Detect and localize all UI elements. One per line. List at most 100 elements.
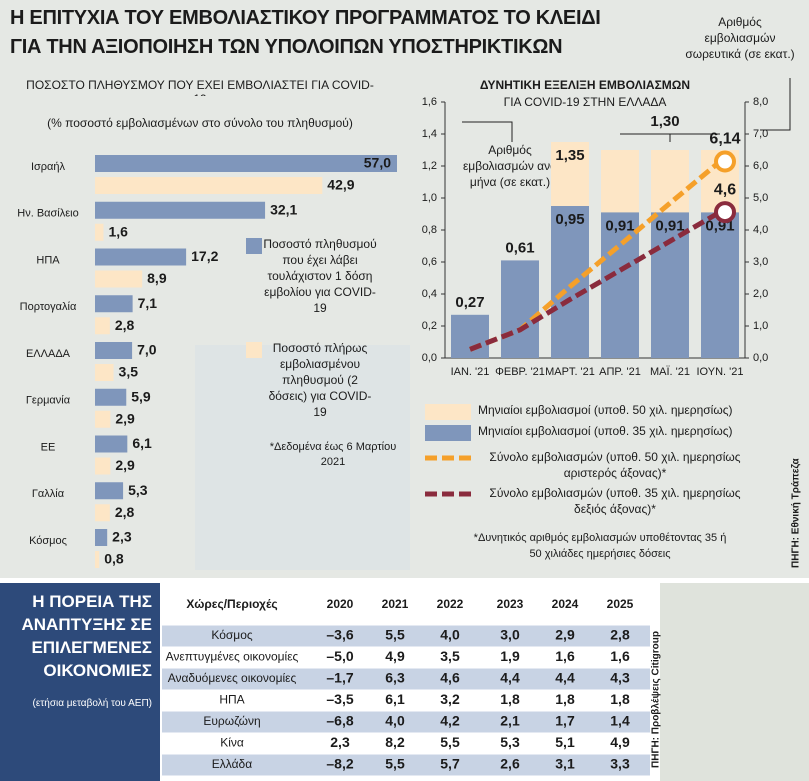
table-header: 2024: [552, 597, 579, 611]
legend-swatch: [425, 404, 471, 420]
table-cell: 5,5: [385, 627, 405, 643]
value-label: 7,1: [138, 295, 158, 311]
table-cell: 3,0: [500, 627, 520, 643]
value-label: 3,5: [119, 364, 139, 380]
value-label: 0,27: [455, 294, 484, 311]
bar: [95, 482, 124, 500]
bar: [451, 314, 489, 358]
legend-label-box: Μηνιαίοι εμβολιασμοί (υποθ. 50 χιλ. ημερ…: [478, 403, 733, 417]
value-label: 0,91: [605, 217, 634, 234]
table-cell: 5,3: [500, 734, 520, 750]
legend-swatch: [246, 342, 262, 358]
y2-tick-label: 0,0: [753, 352, 768, 364]
y-tick-label: 1,6: [422, 96, 437, 108]
bar: [95, 457, 111, 475]
legend-label-box: Μηνιαίοι εμβολιασμοί (υποθ. 35 χιλ. ημερ…: [478, 424, 733, 438]
table-cell: 2,3: [330, 734, 350, 750]
doctor-photo-area: [195, 345, 410, 570]
x-tick-label: ΜΑΡΤ. '21: [545, 366, 595, 378]
label-bracket: [620, 133, 720, 142]
y-tick-label: 1,2: [422, 160, 437, 172]
table-cell: 8,2: [385, 734, 405, 750]
y2-axis-label-box: Αριθμός εμβολιασμών σωρευτικά (σε εκατ.): [685, 15, 794, 61]
bar: [95, 342, 133, 359]
y2-tick-label: 4,0: [753, 224, 768, 236]
y2-tick-label: 6,0: [753, 160, 768, 172]
table-cell: 5,5: [385, 756, 405, 772]
bar: [95, 529, 108, 546]
table-cell: ΗΠΑ: [219, 693, 244, 707]
table-cell: 1,6: [610, 648, 630, 664]
table-title: Η ΠΟΡΕΙΑ ΤΗΣ ΑΝΑΠΤΥΞΗΣ ΣΕ ΕΠΙΛΕΓΜΕΝΕΣ ΟΙ…: [21, 592, 152, 680]
table-row: [162, 711, 650, 733]
y-tick-label: 0,2: [422, 320, 437, 332]
main-title-box: Η ΕΠΙΤΥΧΙΑ ΤΟΥ ΕΜΒΟΛΙΑΣΤΙΚΟΥ ΠΡΟΓΡΑΜΜΑΤΟ…: [10, 7, 601, 68]
chart-title-box: ΔΥΝΗΤΙΚΗ ΕΞΕΛΙΞΗ ΕΜΒΟΛΙΑΣΜΩΝ: [479, 78, 691, 92]
table-cell: 4,0: [440, 627, 460, 643]
value-label: 6,1: [132, 435, 152, 451]
value-label: 6,14: [709, 131, 740, 148]
table-cell: 1,4: [610, 713, 630, 729]
end-marker: [714, 201, 736, 224]
table-cell: Ελλάδα: [212, 757, 252, 771]
table-row: [162, 733, 650, 754]
chart-subtitle-box: ΠΟΣΟΣΤΟ ΠΛΗΘΥΣΜΟΥ ΠΟΥ ΕΧΕΙ ΕΜΒΟΛΙΑΣΤΕΙ Γ…: [26, 78, 374, 96]
table-cell: 4,4: [555, 670, 575, 686]
table-cell: 3,2: [440, 691, 460, 707]
table-cell: 6,1: [385, 691, 405, 707]
y-tick-label: 1,4: [422, 128, 437, 140]
legend-label: Ποσοστό πληθυσμού που έχει λάβει τουλάχι…: [263, 237, 377, 315]
value-label: 17,2: [191, 248, 218, 264]
table-cell: –5,0: [326, 648, 353, 664]
value-label: 0,8: [104, 551, 124, 567]
annotation-arrow: [760, 78, 791, 131]
y2-tick-label: 2,0: [753, 288, 768, 300]
category-label: Γερμανία: [26, 395, 71, 407]
bar: [95, 504, 110, 522]
value-label: 8,9: [147, 270, 167, 286]
bar: [95, 435, 128, 453]
coins-photo-area: [660, 583, 809, 781]
chart-note: *Δεδομένα έως 6 Μαρτίου 2021: [269, 441, 397, 468]
y-axis-label-box: Αριθμός εμβολιασμών ανά μήνα (σε εκατ.): [463, 143, 557, 189]
value-label: 7,0: [137, 342, 157, 358]
value-label: 1,35: [555, 147, 584, 164]
legend-label-box: Ποσοστό πληθυσμού που έχει λάβει τουλάχι…: [263, 237, 377, 315]
legend-label-box: Σύνολο εμβολιασμών (υποθ. 50 χιλ. ημερησ…: [489, 450, 740, 480]
chart-unit-note: (% ποσοστό εμβολιασμένων στο σύνολο του …: [47, 116, 353, 130]
y-tick-label: 0,6: [422, 256, 437, 268]
category-label: Γαλλία: [32, 488, 65, 500]
table-cell: 4,0: [385, 713, 405, 729]
y2-tick-label: 7,0: [753, 128, 768, 140]
value-label: 0,95: [555, 211, 584, 228]
table-cell: 4,4: [500, 670, 520, 686]
x-tick-label: ΙΟΥΝ. '21: [697, 366, 744, 378]
legend-label: Μηνιαίοι εμβολιασμοί (υποθ. 35 χιλ. ημερ…: [478, 424, 733, 438]
table-cell: 5,1: [555, 734, 575, 750]
table-cell: 4,3: [610, 670, 630, 686]
legend-label: Ποσοστό πλήρως εμβολιασμένου πληθυσμού (…: [268, 341, 372, 419]
table-header: 2020: [327, 597, 354, 611]
table-cell: Κίνα: [220, 736, 244, 750]
chart-unit-note-box: (% ποσοστό εμβολιασμένων στο σύνολο του …: [47, 116, 353, 130]
chart-title: ΔΥΝΗΤΙΚΗ ΕΞΕΛΙΞΗ ΕΜΒΟΛΙΑΣΜΩΝ: [479, 78, 691, 92]
table-cell: 2,1: [500, 713, 520, 729]
table-cell: 3,5: [440, 648, 460, 664]
value-label: 42,9: [327, 177, 354, 193]
table-cell: 5,7: [440, 756, 460, 772]
value-label: 1,6: [108, 223, 128, 239]
table-cell: 3,3: [610, 756, 630, 772]
value-label: 2,9: [115, 457, 135, 473]
legend-swatch: [246, 238, 262, 254]
value-label: 0,61: [505, 239, 534, 256]
legend-label: Μηνιαίοι εμβολιασμοί (υποθ. 50 χιλ. ημερ…: [478, 403, 733, 417]
chart-note: *Δυνητικός αριθμός εμβολιασμών υποθέτοντ…: [473, 532, 727, 560]
value-label: 2,3: [112, 529, 132, 545]
bar: [95, 223, 104, 241]
table-cell: 1,8: [610, 691, 630, 707]
table-row: [162, 754, 650, 776]
y2-tick-label: 5,0: [753, 192, 768, 204]
category-label: Πορτογαλία: [20, 301, 77, 313]
y-tick-label: 0,8: [422, 224, 437, 236]
bar: [95, 155, 397, 172]
